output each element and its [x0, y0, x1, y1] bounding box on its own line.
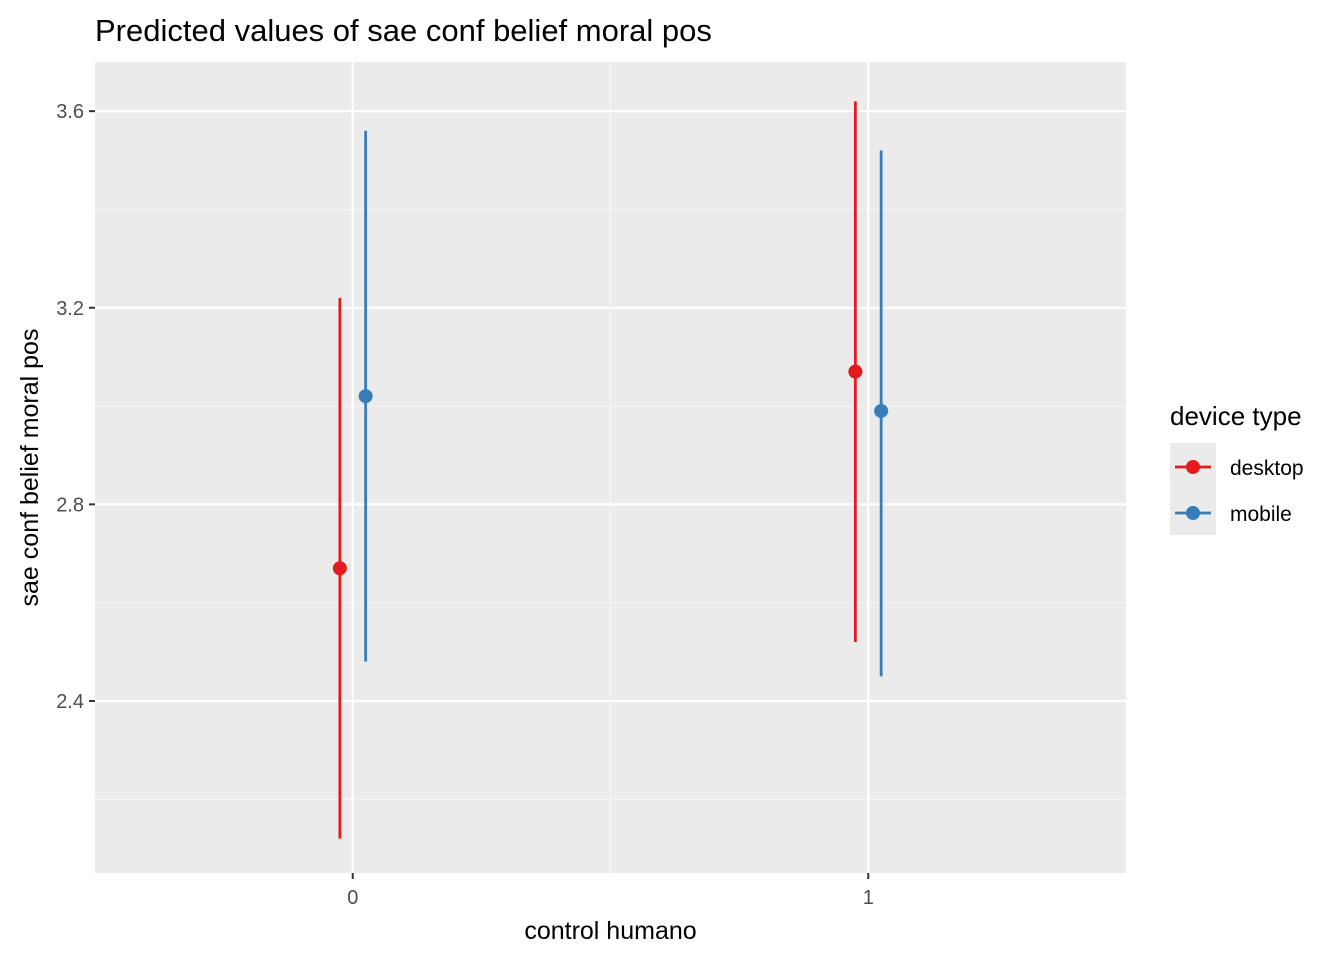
x-axis-title: control humano — [524, 917, 696, 945]
y-tick-label: 3.2 — [56, 298, 84, 320]
x-tick-label: 1 — [863, 887, 874, 909]
y-tick-label: 2.4 — [56, 691, 84, 713]
legend-key-point-mobile — [1186, 506, 1200, 520]
chart-title: Predicted values of sae conf belief mora… — [95, 13, 712, 48]
legend-label-desktop: desktop — [1230, 457, 1304, 480]
legend: device type desktop mobile — [1170, 401, 1304, 535]
legend-title: device type — [1170, 401, 1302, 431]
chart-marks — [332, 101, 889, 839]
grid-major — [95, 62, 1126, 873]
legend-label-mobile: mobile — [1230, 503, 1292, 526]
y-tick-label: 2.8 — [56, 494, 84, 516]
point-mobile — [874, 403, 889, 418]
point-desktop — [848, 364, 863, 379]
legend-keys-background — [1170, 443, 1216, 535]
legend-key-point-desktop — [1186, 460, 1200, 474]
x-tick-label: 0 — [347, 887, 358, 909]
grid-minor — [95, 62, 1126, 873]
y-axis-title: sae conf belief moral pos — [16, 329, 44, 607]
point-mobile — [358, 389, 373, 404]
y-axis: 2.4 2.8 3.2 3.6 — [56, 101, 95, 713]
y-tick-label: 3.6 — [56, 101, 84, 123]
point-desktop — [332, 561, 347, 576]
